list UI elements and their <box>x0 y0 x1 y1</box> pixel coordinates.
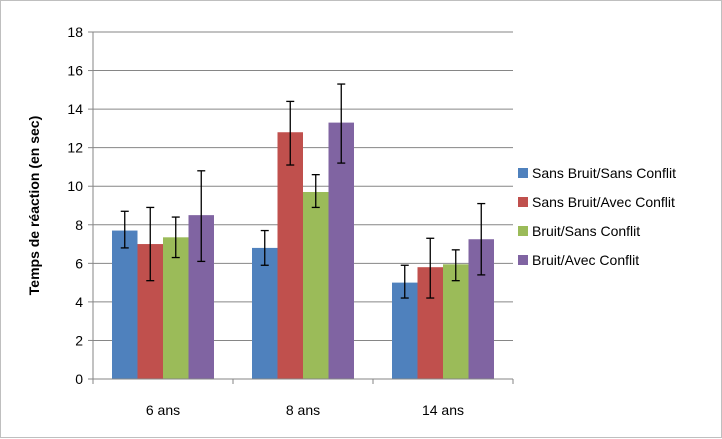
y-tick-label: 14 <box>67 101 83 117</box>
legend-label: Bruit/Sans Conflit <box>532 223 640 239</box>
legend-label: Sans Bruit/Sans Conflit <box>532 165 676 181</box>
y-tick-label: 4 <box>75 294 83 310</box>
legend-swatch <box>518 255 528 265</box>
bar <box>303 192 329 379</box>
bar <box>163 237 189 379</box>
bar <box>443 264 469 379</box>
y-tick-label: 16 <box>67 63 83 79</box>
axis-labels: 0 2 4 6 8 10 12 14 16 18 6 ans 8 ans 14 ans <box>67 24 464 418</box>
y-tick-label: 6 <box>75 255 83 271</box>
y-tick-label: 18 <box>67 24 83 40</box>
y-axis-title: Temps de réaction (en sec) <box>26 116 42 295</box>
legend-swatch <box>518 168 528 178</box>
y-tick-label: 8 <box>75 217 83 233</box>
bar <box>252 247 278 379</box>
legend-label: Bruit/Avec Conflit <box>532 252 639 268</box>
x-tick-label: 8 ans <box>286 402 320 418</box>
error-bars <box>120 83 486 299</box>
y-tick-label: 10 <box>67 178 83 194</box>
bar <box>112 230 138 379</box>
x-tick-label: 14 ans <box>422 402 464 418</box>
y-tick-label: 2 <box>75 332 83 348</box>
legend-swatch <box>518 197 528 207</box>
legend-swatch <box>518 226 528 236</box>
legend-label: Sans Bruit/Avec Conflit <box>532 194 675 210</box>
axes <box>88 31 514 384</box>
y-tick-label: 12 <box>67 140 83 156</box>
bars <box>112 122 494 379</box>
x-tick-label: 6 ans <box>146 402 180 418</box>
y-tick-label: 0 <box>75 371 83 387</box>
legend: Sans Bruit/Sans Conflit Sans Bruit/Avec C… <box>518 165 676 268</box>
bar <box>277 132 303 379</box>
bar <box>328 122 354 379</box>
